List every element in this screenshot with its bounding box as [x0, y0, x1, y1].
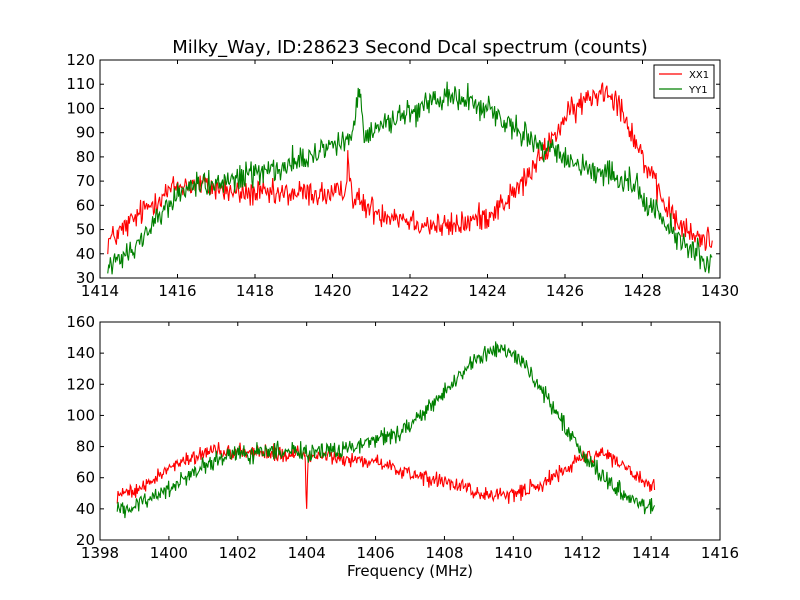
- y-tick-label: 60: [76, 469, 95, 487]
- x-tick-label: 1420: [313, 282, 351, 300]
- x-tick-label: 1404: [288, 544, 326, 562]
- y-tick-label: 30: [76, 269, 95, 287]
- y-tick-label: 40: [76, 500, 95, 518]
- y-tick-label: 110: [66, 75, 95, 93]
- y-tick-label: 50: [76, 221, 95, 239]
- plot-frame: [99, 321, 721, 541]
- y-tick-label: 40: [76, 245, 95, 263]
- y-tick-label: 90: [76, 124, 95, 142]
- y-tick-label: 100: [66, 99, 95, 117]
- x-tick-label: 1410: [494, 544, 532, 562]
- bottom-plot: 1398 1400 1402 1404 1406 1408 1410 1412 1414 1416…: [66, 313, 739, 580]
- y-tick-label: 20: [76, 531, 95, 549]
- x-tick-label: 1402: [219, 544, 257, 562]
- x-tick-label: 1398: [81, 544, 119, 562]
- x-tick-label: 1416: [158, 282, 196, 300]
- x-tick-label: 1426: [546, 282, 584, 300]
- x-axis-label: Frequency (MHz): [347, 562, 473, 580]
- legend-box: [653, 64, 715, 99]
- y-tick-label: 140: [66, 344, 95, 362]
- legend-label-xx1: XX1: [689, 70, 709, 81]
- series-line-xx1-panel-2: [116, 442, 656, 509]
- x-tick-label: 1430: [701, 282, 739, 300]
- y-tick-label: 60: [76, 196, 95, 214]
- series-line-yy1-panel-2: [116, 341, 656, 519]
- y-tick-label: 70: [76, 172, 95, 190]
- series-line-xx1-panel-1: [107, 82, 713, 255]
- x-tick-label: 1408: [425, 544, 463, 562]
- y-tick-label: 100: [66, 406, 95, 424]
- chart-title: Milky_Way, ID:28623 Second Dcal spectrum…: [172, 37, 648, 58]
- x-tick-label: 1412: [563, 544, 601, 562]
- x-tick-label: 1406: [356, 544, 394, 562]
- series-line-yy1-panel-1: [107, 81, 713, 275]
- x-tick-label: 1416: [701, 544, 739, 562]
- y-tick-label: 120: [66, 375, 95, 393]
- legend-label-yy1: YY1: [688, 85, 708, 96]
- x-tick-label: 1414: [81, 282, 119, 300]
- x-tick-label: 1422: [391, 282, 429, 300]
- y-tick-label: 160: [66, 313, 95, 331]
- y-tick-label: 120: [66, 51, 95, 69]
- y-tick-label: 80: [76, 438, 95, 456]
- x-tick-label: 1400: [150, 544, 188, 562]
- x-tick-label: 1418: [236, 282, 274, 300]
- x-tick-label: 1424: [468, 282, 506, 300]
- x-tick-label: 1428: [623, 282, 661, 300]
- x-tick-label: 1414: [632, 544, 670, 562]
- top-plot: 1414 1416 1418 1420 1422 1424 1426 1428 1430 30 40…: [66, 51, 739, 300]
- y-tick-label: 80: [76, 148, 95, 166]
